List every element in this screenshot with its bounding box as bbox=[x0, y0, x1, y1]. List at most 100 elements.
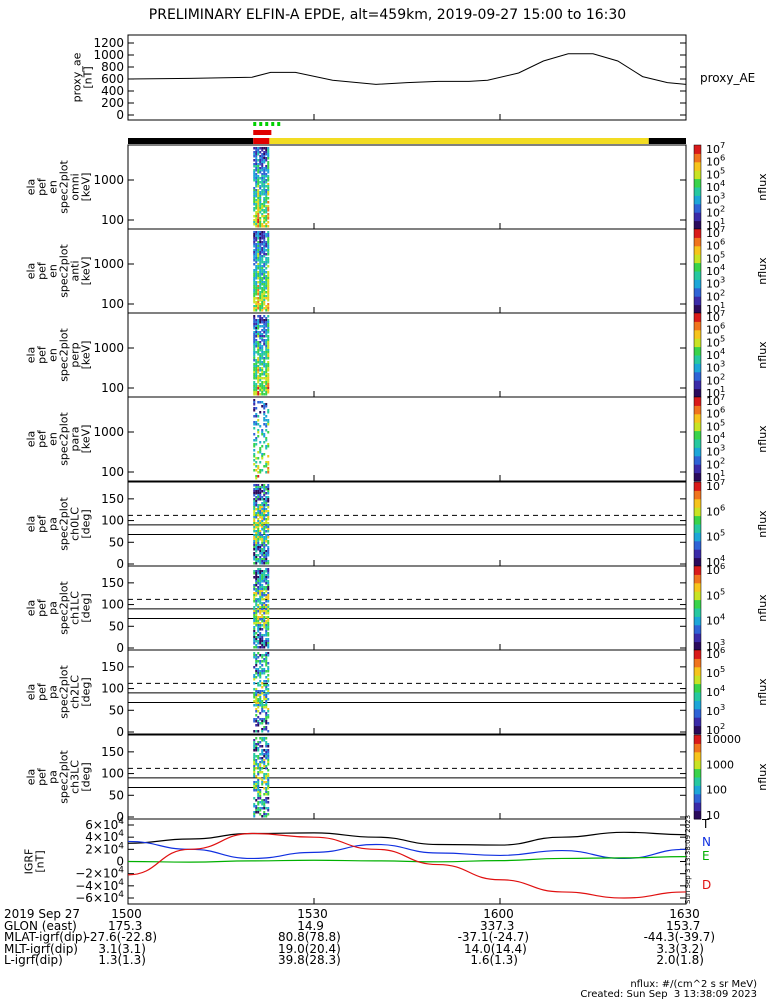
spectrogram-pixel bbox=[255, 243, 258, 246]
colorbar-label: nflux bbox=[756, 341, 769, 369]
spectrogram-pixel bbox=[265, 367, 268, 370]
spectrogram-pixel bbox=[267, 634, 270, 637]
spectrogram-pixel bbox=[253, 610, 256, 613]
spectrogram-pixel bbox=[267, 183, 270, 186]
spectrogram-pixel bbox=[255, 271, 258, 274]
spectrogram-pixel bbox=[265, 223, 268, 226]
spectrogram-pixel bbox=[253, 347, 256, 350]
spectrogram-pixel bbox=[261, 335, 264, 338]
spectrogram-pixel bbox=[261, 237, 264, 240]
colorbar-segment bbox=[694, 683, 701, 693]
spectrogram-pixel bbox=[265, 624, 268, 627]
y-axis-label-line: [keV] bbox=[80, 341, 93, 370]
spectrogram-pixel bbox=[257, 538, 260, 541]
spectrogram-pixel bbox=[259, 702, 262, 705]
spectrogram-pixel bbox=[259, 550, 262, 553]
spectrogram-pixel bbox=[267, 775, 270, 778]
spectrogram-pixel bbox=[255, 257, 258, 260]
spectrogram-pixel bbox=[259, 295, 262, 298]
spectrogram-pixel bbox=[267, 496, 270, 499]
spectrogram-pixel bbox=[253, 572, 256, 575]
spectrogram-pixel bbox=[267, 622, 270, 625]
spectrogram-pixel bbox=[267, 381, 270, 384]
spectrogram-pixel bbox=[259, 606, 262, 609]
y-axis-label-line: spec2plot bbox=[58, 497, 71, 551]
spectrogram-pixel bbox=[267, 646, 270, 649]
spectrogram-pixel bbox=[267, 443, 270, 446]
colorbar-tick-label: 101 bbox=[706, 216, 725, 232]
spectrogram-pixel bbox=[253, 688, 256, 691]
spectrogram-pixel bbox=[259, 315, 262, 318]
spectrogram-pixel bbox=[263, 618, 266, 621]
spectrogram-pixel bbox=[257, 375, 260, 378]
spectrogram-pixel bbox=[263, 787, 266, 790]
spectrogram-pixel bbox=[261, 486, 264, 489]
spectrogram-pixel bbox=[253, 652, 256, 655]
spectrogram-pixel bbox=[253, 576, 256, 579]
spectrogram-pixel bbox=[257, 423, 260, 426]
spectrogram-pixel bbox=[261, 351, 264, 354]
spectrogram-pixel bbox=[255, 789, 258, 792]
spectrogram-pixel bbox=[267, 598, 270, 601]
spectrogram-pixel bbox=[257, 153, 260, 156]
spectrogram-pixel bbox=[259, 496, 262, 499]
spectrogram-pixel bbox=[257, 217, 260, 220]
spectrogram-pixel bbox=[267, 233, 270, 236]
spectrogram-pixel bbox=[261, 159, 264, 162]
spectrogram-pixel bbox=[253, 269, 256, 272]
spectrogram-pixel bbox=[259, 253, 262, 256]
y-tick-label: 800 bbox=[101, 60, 124, 74]
spectrogram-pixel bbox=[255, 217, 258, 220]
spectrogram-pixel bbox=[261, 584, 264, 587]
spectrogram-pixel bbox=[267, 688, 270, 691]
spectrogram-pixel bbox=[263, 249, 266, 252]
y-axis-label-line: para bbox=[69, 427, 82, 452]
spectrogram-pixel bbox=[259, 171, 262, 174]
spectrogram-pixel bbox=[255, 331, 258, 334]
spectrogram-pixel bbox=[259, 277, 262, 280]
spectrogram-pixel bbox=[265, 696, 268, 699]
spectrogram-pixel bbox=[253, 570, 256, 573]
spectrogram-pixel bbox=[265, 536, 268, 539]
spectrogram-pixel bbox=[255, 743, 258, 746]
spectrogram-pixel bbox=[255, 530, 258, 533]
spectrogram-pixel bbox=[255, 582, 258, 585]
spectrogram-pixel bbox=[255, 281, 258, 284]
spectrogram-pixel bbox=[261, 207, 264, 210]
spectrogram-pixel bbox=[257, 554, 260, 557]
y-axis-label-line: spec2plot bbox=[58, 412, 71, 466]
spectrogram-pixel bbox=[253, 654, 256, 657]
spectrogram-pixel bbox=[255, 546, 258, 549]
spectrogram-pixel bbox=[253, 337, 256, 340]
spectrogram-pixel bbox=[257, 275, 260, 278]
spectrogram-pixel bbox=[267, 151, 270, 154]
spectrogram-pixel bbox=[259, 375, 262, 378]
spectrogram-pixel bbox=[259, 347, 262, 350]
spectrogram-pixel bbox=[257, 289, 260, 292]
spectrogram-pixel bbox=[259, 363, 262, 366]
spectrogram-pixel bbox=[257, 558, 260, 561]
spectrogram-pixel bbox=[257, 528, 260, 531]
spectrogram-pixel bbox=[267, 743, 270, 746]
spectrogram-pixel bbox=[267, 787, 270, 790]
info-row-label: MLT-igrf(dip) bbox=[4, 941, 78, 956]
spectrogram-pixel bbox=[263, 672, 266, 675]
colorbar-segment bbox=[694, 296, 701, 306]
spectrogram-pixel bbox=[263, 620, 266, 623]
spectrogram-pixel bbox=[263, 576, 266, 579]
spectrogram-pixel bbox=[263, 161, 266, 164]
spectrogram-pixel bbox=[257, 546, 260, 549]
spectrogram-pixel bbox=[265, 387, 268, 390]
spectrogram-pixel bbox=[255, 720, 258, 723]
colorbar-tick-label: 107 bbox=[706, 224, 725, 240]
spectrogram-pixel bbox=[257, 624, 260, 627]
proxy-ae-line bbox=[127, 53, 687, 85]
spectrogram-pixel bbox=[261, 536, 264, 539]
spectrogram-pixel bbox=[265, 419, 268, 422]
spectrogram-pixel bbox=[253, 518, 256, 521]
spectrogram-pixel bbox=[267, 235, 270, 238]
spectrogram-pixel bbox=[259, 590, 262, 593]
